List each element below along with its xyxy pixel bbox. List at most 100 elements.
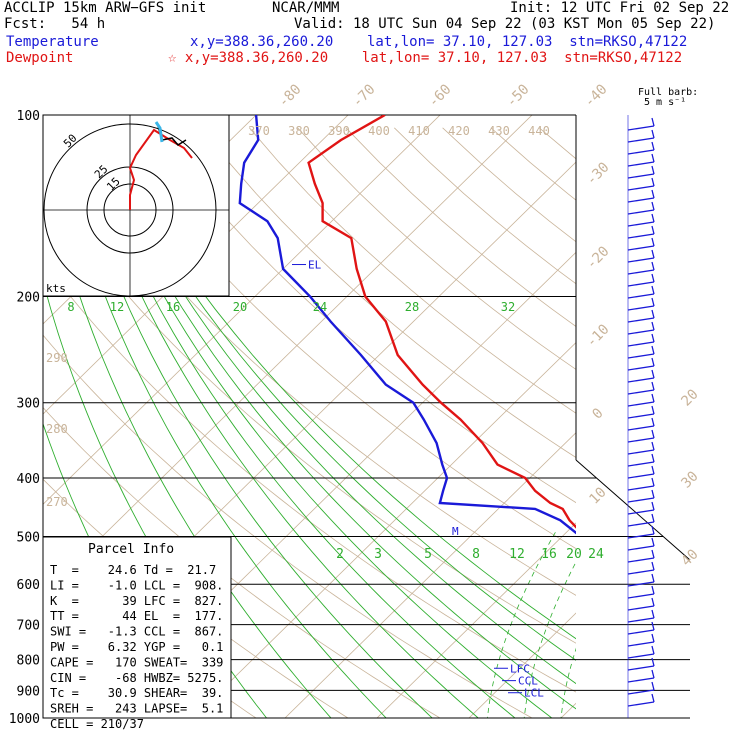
pressure-tick-label: 800 [17,654,40,669]
wind-barb-flag [651,549,655,559]
theta-label: 290 [46,351,68,365]
mixing-ratio-label: 28 [405,300,419,314]
parcel-info-row: SWI = -1.3 CCL = 867. [50,625,223,639]
profile-lines [238,115,576,535]
moist-line [145,282,516,718]
wind-barb-flag [651,369,655,379]
pressure-tick-label: 900 [17,684,40,699]
wind-barb-flag [651,453,655,463]
wind-barb [627,389,655,395]
wind-barb [627,209,655,215]
wind-barb-flag [651,249,655,259]
dry-adiabat [248,127,576,414]
wind-barb [627,305,655,311]
parcel-info-row: T = 24.6 Td = 21.7 [50,563,216,577]
mixing-ratio-label: 24 [313,300,327,314]
wind-barb-flag [651,645,655,655]
wind-barb-flag [651,489,655,499]
mixing-ratio-label: 12 [509,547,525,562]
wind-barb [627,425,655,431]
wind-barb [627,581,655,587]
wind-barb [627,173,655,179]
wind-barb-flag [651,393,655,403]
isotherm-label: -40 [581,81,610,110]
isotherm-line [640,102,740,731]
theta-label: 270 [46,495,68,509]
wind-barb-flag [651,693,655,703]
theta-label: 380 [288,124,310,138]
moist-line [134,282,479,718]
wind-barb [627,689,655,695]
mixing-ratio-label: 12 [110,300,124,314]
wind-barb [627,137,655,143]
mixing-ratio-label: 20 [566,547,582,562]
isotherm-label: 20 [678,386,701,409]
hodograph-units: kts [46,282,66,295]
mixing-ratio-label: 24 [588,547,604,562]
wind-barb-flag [651,621,655,631]
wind-barb-flag [651,309,655,319]
dry-adiabat [43,334,533,718]
wind-barbs [627,115,655,718]
parcel-info-title: Parcel Info [88,542,174,557]
level-label-m: M [452,525,459,538]
wind-barb [627,461,655,467]
wind-barb [627,257,655,263]
isotherm-label: -70 [349,81,378,110]
wind-barb-flag [651,153,655,163]
isotherm-line [43,115,349,415]
parcel-info-row: TT = 44 EL = 177. [50,609,223,623]
wind-barb-flag [651,501,655,511]
wind-barb-flag [651,513,655,523]
dry-adiabat [103,127,576,550]
parcel-info-row: LI = -1.0 LCL = 908. [50,578,223,592]
mixing-ratio-label: 5 [424,547,432,562]
wind-barb [627,341,655,347]
wind-barb [627,401,655,407]
wind-barb [627,617,655,623]
wind-barb [627,677,655,683]
parcel-info-row: CAPE = 170 SWEAT= 339 [50,655,223,669]
wind-barb-flag [651,669,655,679]
wind-barb [627,125,655,131]
level-label-lfc: LFC [510,662,530,675]
wind-barb-flag [651,201,655,211]
wind-barb-flag [651,417,655,427]
isotherm-line [732,102,740,731]
wind-barb-flag [651,441,655,451]
wind-barb [627,449,655,455]
wind-barb-flag [651,189,655,199]
wind-barb-flag [651,177,655,187]
parcel-info-row: CIN = -68 HWBZ= 5275. [50,671,223,685]
wind-barb [627,197,655,203]
pressure-tick-label: 200 [17,291,40,306]
dewpoint-legend: Dewpoint [6,50,74,66]
wind-barb-flag [651,381,655,391]
wind-barb-flag [651,585,655,595]
wind-barb [627,293,655,299]
pressure-tick-label: 100 [17,109,40,124]
wind-barb-flag [651,225,655,235]
wind-barb [627,569,655,575]
theta-label: 420 [448,124,470,138]
pressure-tick-label: 500 [17,530,40,545]
mixing-ratio-line [560,647,576,718]
mixing-ratio-lines [43,282,576,718]
wind-barb-flag [651,657,655,667]
pressure-tick-label: 1000 [9,712,40,727]
wind-barb [627,317,655,323]
wind-barb [627,521,655,527]
dry-adiabat [297,127,576,370]
wind-barb [627,605,655,611]
wind-barb [627,149,655,155]
moist-line [176,282,576,685]
valid-time: Valid: 18 UTC Sun 04 Sep 22 (03 KST Mon … [294,16,716,32]
wind-barb-flag [651,129,655,139]
parcel-info-box: Parcel Info T = 24.6 Td = 21.7LI = -1.0 L… [42,536,232,731]
barb-note-1: Full barb: [638,87,698,98]
wind-barb [627,653,655,659]
theta-label: 440 [528,124,550,138]
pressure-tick-label: 700 [17,619,40,634]
right-edge-slant [575,459,691,561]
